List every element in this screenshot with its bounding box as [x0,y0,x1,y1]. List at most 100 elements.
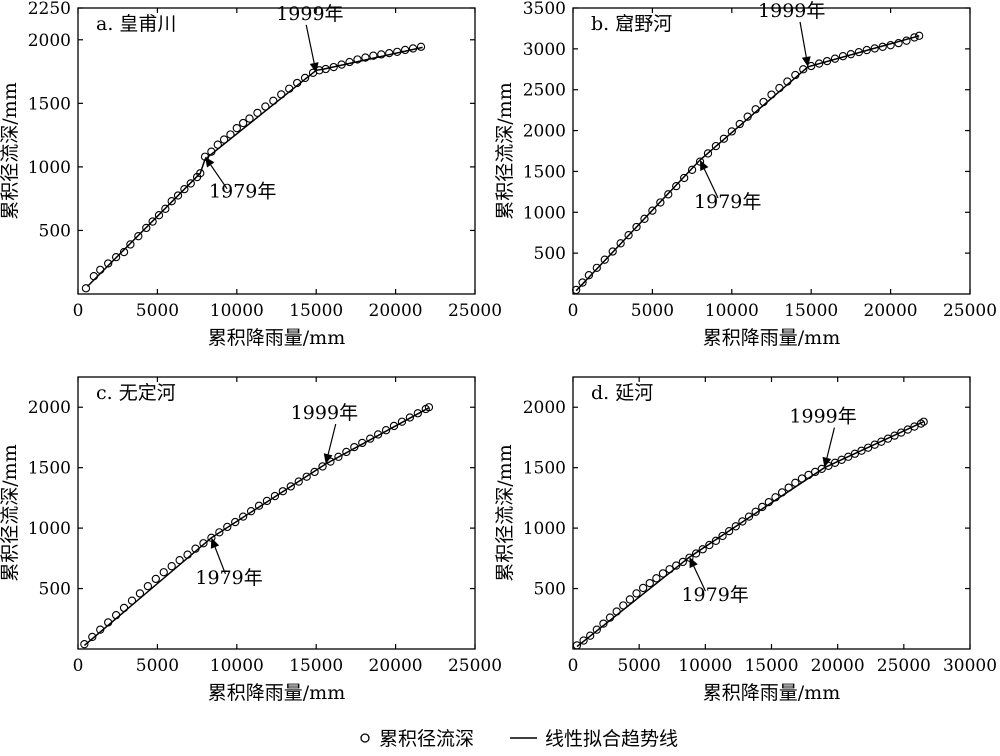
chart-panel: 0 5000 10000 15000 20000 25000 500 1000 1500 2000… [494,0,997,349]
data-point [685,553,694,562]
x-axis-title: 累积降雨量/mm [703,682,840,704]
x-tick-label: 0 [568,301,579,321]
data-point [844,452,853,461]
y-tick-label: 1500 [28,94,71,114]
data-point [180,184,189,194]
data-point [111,252,121,262]
plot-frame [572,376,971,650]
data-point [703,149,713,158]
data-point [725,526,734,536]
x-tick-label: 10000 [705,301,759,321]
data-point [334,452,343,461]
trend-line [576,421,925,648]
data-point [286,482,295,491]
y-tick-label: 2000 [523,122,566,142]
y-tick-label: 2250 [28,0,71,19]
data-point [658,569,668,578]
data-point [186,179,195,188]
data-point [680,173,689,183]
data-point [159,568,168,577]
data-point [584,271,594,280]
y-axis-title: 累积径流深/mm [494,82,516,219]
data-point [142,223,151,233]
x-tick-label: 25000 [448,656,502,676]
data-point [838,52,848,61]
data-point [318,462,327,471]
data-point [775,83,784,93]
x-tick-label: 5000 [618,656,661,676]
y-tick-label: 2000 [28,398,71,418]
x-tick-label: 15000 [289,301,343,321]
x-tick-label: 25000 [943,301,997,321]
data-point [743,112,752,121]
data-point [897,428,906,437]
data-point [814,59,824,68]
panel-title: b. 窟野河 [591,13,672,35]
x-tick-label: 5000 [136,301,179,321]
data-point [616,239,625,248]
x-tick-label: 15000 [289,656,343,676]
data-point [342,447,351,457]
data-point [698,545,707,554]
data-point [119,247,129,257]
x-tick-label: 15000 [744,656,798,676]
y-tick-label: 500 [534,580,566,600]
data-point [278,487,288,496]
y-tick-label: 1000 [523,519,566,539]
annotation-arrowhead [323,453,333,465]
data-point [572,641,582,650]
data-point [161,204,170,213]
x-tick-label: 0 [73,656,84,676]
data-point [877,437,886,446]
x-tick-label: 0 [568,656,579,676]
y-tick-label: 1000 [28,519,71,539]
data-point [777,488,787,497]
data-point [350,442,359,452]
data-point [797,474,807,483]
x-tick-label: 25000 [448,301,502,321]
data-point [664,190,673,199]
annotation-arrowhead [689,557,698,569]
data-point [837,455,846,464]
data-point [329,62,338,72]
data-point [81,284,91,293]
data-point [119,603,129,613]
data-point [735,119,744,129]
data-point [894,38,903,48]
data-point [270,491,280,501]
data-point [337,60,346,69]
data-point [586,631,595,640]
x-axis-title: 累积降雨量/mm [208,682,345,704]
legend-marker-label: 累积径流深 [379,728,474,750]
data-point [632,589,641,598]
data-point [285,84,294,93]
data-point [811,467,820,477]
data-point [678,557,687,567]
trend-line [575,35,920,292]
data-point [167,197,176,206]
data-point [718,531,727,541]
data-point [366,434,375,443]
data-point [854,47,863,57]
y-tick-label: 500 [39,221,71,241]
data-point [764,497,774,507]
annotation-arrowhead [801,56,811,67]
x-tick-label: 25000 [877,656,931,676]
data-point [135,589,145,598]
data-point [886,41,895,50]
data-point [397,417,407,426]
data-point [151,574,160,584]
data-point [784,483,793,492]
data-point [173,191,183,200]
x-tick-label: 10000 [210,656,264,676]
data-point [361,53,370,62]
data-point [878,42,887,51]
x-tick-label: 15000 [784,301,838,321]
y-tick-label: 3000 [523,40,566,60]
data-point [870,44,879,53]
data-point [231,517,240,527]
data-point [413,409,422,418]
data-point [624,231,633,240]
data-point [846,50,856,59]
